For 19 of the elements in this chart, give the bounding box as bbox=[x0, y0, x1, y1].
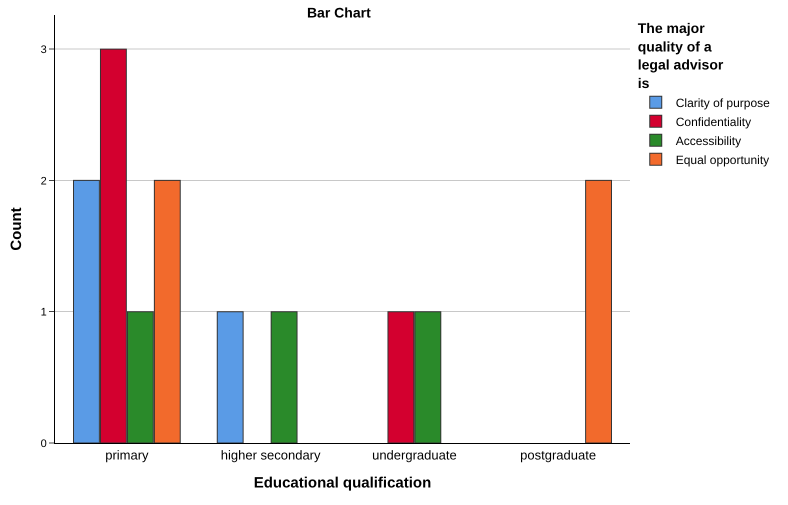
legend-label: Clarity of purpose bbox=[676, 96, 770, 110]
y-axis-title: Count bbox=[8, 207, 25, 251]
bar bbox=[585, 180, 612, 443]
legend-label: Accessibility bbox=[676, 134, 742, 148]
x-tick-label: higher secondary bbox=[220, 448, 321, 463]
x-axis-title: Educational qualification bbox=[254, 474, 432, 492]
legend-label: Confidentiality bbox=[676, 114, 752, 129]
y-tick-label: 1 bbox=[40, 306, 47, 319]
legend-title: The major quality of a legal advisor is bbox=[638, 20, 724, 91]
legend-label: Equal opportunity bbox=[676, 152, 770, 167]
bar bbox=[270, 311, 298, 443]
x-tick-label: postgraduate bbox=[520, 448, 596, 463]
y-tick-label: 2 bbox=[40, 175, 47, 188]
y-tick-label: 0 bbox=[40, 438, 47, 450]
bar bbox=[216, 311, 244, 443]
x-tick-label: primary bbox=[105, 448, 150, 463]
chart-title: Bar Chart bbox=[306, 4, 372, 20]
y-tick-label: 3 bbox=[40, 44, 47, 56]
x-tick-label: undergraduate bbox=[372, 448, 457, 463]
